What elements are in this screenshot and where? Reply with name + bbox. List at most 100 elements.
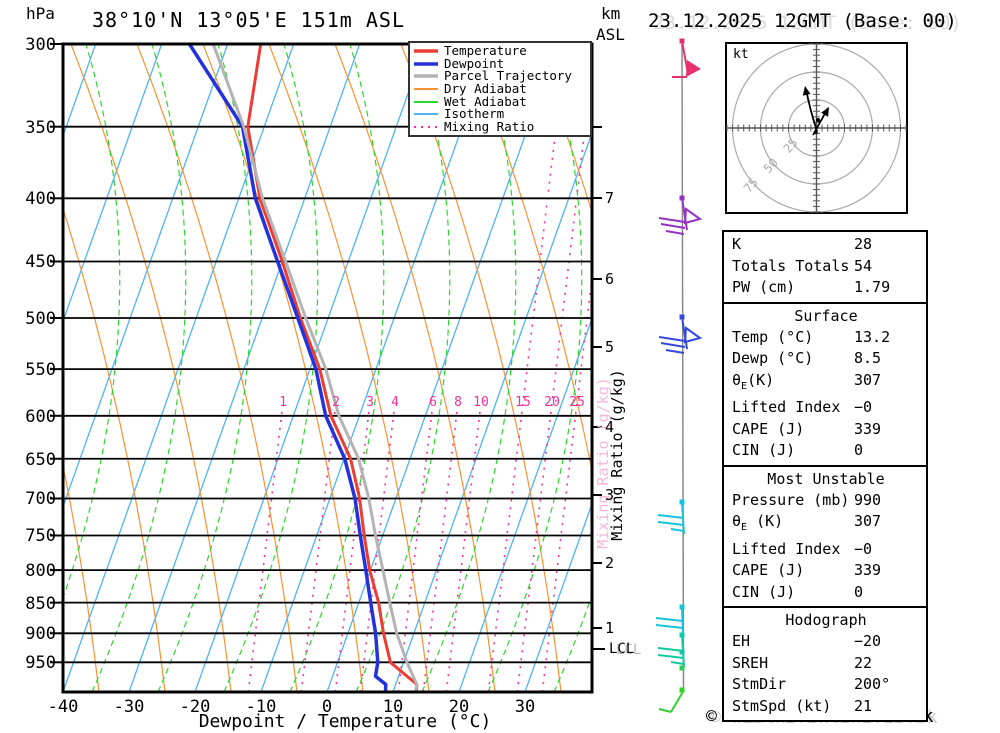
legend-item-label: Mixing Ratio [444, 118, 535, 134]
legend-item: Mixing Ratio [410, 118, 590, 134]
isotherm-line [63, 44, 295, 692]
x-axis-title: Dewpoint / Temperature (°C) [198, 711, 492, 732]
temperature-tick-label: 0 [321, 697, 333, 717]
wind-barb-feather [657, 514, 685, 519]
table-row-label: CIN (J) [732, 441, 796, 459]
dry-adiabat-line [400, 44, 562, 692]
table-row-label: Lifted Index [732, 398, 841, 416]
temperature-tick-label: -40 [47, 697, 79, 717]
wind-barb [679, 649, 685, 655]
table-row: StmSpd (kt) 21 [732, 696, 920, 718]
legend-item: Parcel Trajectory [410, 70, 590, 82]
mixing-ratio-value-label: 15 [515, 395, 531, 410]
indices-table: K 28 Totals Totals 54 PW (cm) 1.79 Surface Temp… [722, 230, 928, 722]
legend-item: Dry Adiabat [410, 80, 590, 96]
pressure-tick-label: 300 [25, 35, 56, 55]
table-row: Lifted Index −0 [732, 539, 920, 561]
legend-item-label: Dry Adiabat [444, 80, 527, 96]
wind-barb-pennant [683, 326, 703, 344]
wind-barb [672, 38, 701, 78]
table-row-label: StmDir [732, 675, 787, 693]
pressure-tick-label: 800 [25, 561, 56, 582]
table-row: EH −20 [732, 631, 920, 653]
wind-barb [658, 195, 703, 235]
mixing-ratio-value-label: 25 [569, 395, 585, 410]
wind-barb [658, 314, 703, 354]
legend-item-label: Parcel Trajectory [444, 68, 572, 84]
table-row-value: −0 [854, 398, 873, 416]
isotherm-line [63, 44, 163, 324]
wet-adiabat-line [223, 44, 319, 692]
isotherm-line [260, 44, 493, 692]
wind-barb-feather [681, 197, 688, 231]
table-row: PW (cm) 1.79 [732, 277, 920, 299]
table-row: Temp (°C) 13.2 [732, 327, 920, 349]
wind-barb [657, 499, 685, 535]
table-section-indices: K 28 Totals Totals 54 PW (cm) 1.79 [724, 232, 926, 304]
mixing-ratio-value-label: 20 [544, 395, 560, 410]
mixing-ratio-value-label: 2 [332, 395, 340, 410]
hodograph-trace-dot [816, 118, 820, 122]
mixing-ratio-line [247, 405, 284, 692]
altitude-unit-asl: ASL [596, 25, 625, 44]
table-section-most-unstable: Most Unstable Pressure (mb) 990 θE (K) 307 Li… [724, 467, 926, 608]
isotherm-line [458, 316, 592, 692]
axes-ticks [50, 43, 605, 664]
mixing-ratio-line [422, 405, 459, 692]
table-row-label: Totals Totals [732, 256, 850, 275]
pressure-tick-label: 450 [25, 252, 56, 273]
wind-barb-base-dot [679, 649, 685, 655]
pressure-tick-label: 900 [25, 624, 56, 645]
dry-adiabat-line [268, 44, 430, 692]
mixing-ratio-axis-label: Mixing Ratio (g/kg) [608, 369, 626, 541]
lcl-marker-label: LCL [609, 641, 635, 657]
wind-staff-line [681, 40, 685, 691]
table-section-header: Most Unstable [767, 469, 885, 488]
isotherm-line [524, 501, 592, 692]
table-row-value: 307 [854, 370, 882, 389]
wind-barb-feather [670, 661, 685, 665]
table-row-value: 0 [854, 582, 864, 601]
table-row-value: 307 [854, 512, 882, 530]
pressure-tick-label: 350 [25, 117, 56, 138]
table-row-label: SREH [732, 653, 769, 672]
wind-barb [658, 687, 685, 713]
table-section-header: Surface [794, 306, 858, 325]
table-row-label: CAPE (J) [732, 419, 805, 438]
hodograph-unit-label: kt [733, 47, 749, 62]
table-row: K 28 [732, 234, 920, 256]
sounding-curves [187, 44, 419, 692]
km-tick-label: 2 [605, 554, 615, 572]
table-row: SREH 22 [732, 653, 920, 675]
table-row-value: 0 [854, 441, 864, 459]
hodograph-arrowhead [821, 107, 829, 117]
table-section-header: Hodograph [785, 611, 867, 629]
wind-barb-feather [657, 654, 685, 659]
legend-line-sample [414, 100, 438, 103]
pressure-tick-label: 850 [25, 593, 56, 614]
dry-adiabat-line [70, 44, 232, 692]
mixing-ratio-line [300, 405, 337, 692]
km-tick-label: 6 [605, 270, 615, 288]
mixing-ratio-value-label: 10 [473, 395, 489, 410]
table-row-value: 1.79 [854, 278, 891, 296]
temperature-tick-label: -30 [113, 697, 145, 717]
table-row: CAPE (J) 339 [732, 419, 920, 441]
wind-barb-feather [670, 689, 685, 713]
legend-item: Wet Adiabat [410, 95, 590, 108]
dry-adiabat-line [63, 462, 100, 692]
isotherm-line [128, 44, 361, 692]
wet-adiabat-line [421, 44, 517, 692]
mixing-ratio-value-label: 8 [454, 395, 462, 410]
table-row-value: −20 [854, 632, 882, 650]
wind-barb-feather [670, 528, 685, 532]
altitude-unit-km: km [601, 4, 621, 23]
legend-item-label: Isotherm [444, 106, 505, 122]
legend-item: Isotherm [410, 106, 590, 122]
wind-barb-feather [660, 223, 686, 229]
table-row-value: 990 [854, 490, 882, 509]
wind-barb [679, 665, 685, 671]
wet-adiabat-line [289, 44, 385, 692]
table-row-label: Temp (°C) [732, 327, 814, 346]
